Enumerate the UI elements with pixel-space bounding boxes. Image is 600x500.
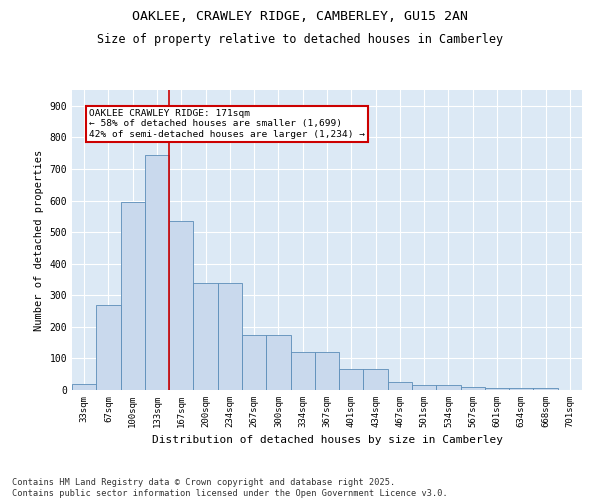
Bar: [461, 387, 485, 390]
Bar: [145, 154, 169, 390]
Bar: [436, 386, 461, 390]
Bar: [290, 352, 315, 390]
Bar: [121, 202, 145, 390]
Text: Size of property relative to detached houses in Camberley: Size of property relative to detached ho…: [97, 32, 503, 46]
Bar: [96, 304, 121, 390]
Bar: [72, 384, 96, 390]
Bar: [266, 334, 290, 390]
Bar: [193, 282, 218, 390]
Bar: [339, 370, 364, 390]
Bar: [485, 388, 509, 390]
X-axis label: Distribution of detached houses by size in Camberley: Distribution of detached houses by size …: [151, 436, 503, 446]
Bar: [533, 388, 558, 390]
Text: Contains HM Land Registry data © Crown copyright and database right 2025.
Contai: Contains HM Land Registry data © Crown c…: [12, 478, 448, 498]
Text: OAKLEE CRAWLEY RIDGE: 171sqm
← 58% of detached houses are smaller (1,699)
42% of: OAKLEE CRAWLEY RIDGE: 171sqm ← 58% of de…: [89, 109, 365, 138]
Bar: [509, 388, 533, 390]
Bar: [412, 386, 436, 390]
Bar: [315, 352, 339, 390]
Bar: [364, 370, 388, 390]
Y-axis label: Number of detached properties: Number of detached properties: [34, 150, 44, 330]
Bar: [218, 282, 242, 390]
Bar: [388, 382, 412, 390]
Bar: [242, 334, 266, 390]
Text: OAKLEE, CRAWLEY RIDGE, CAMBERLEY, GU15 2AN: OAKLEE, CRAWLEY RIDGE, CAMBERLEY, GU15 2…: [132, 10, 468, 23]
Bar: [169, 221, 193, 390]
